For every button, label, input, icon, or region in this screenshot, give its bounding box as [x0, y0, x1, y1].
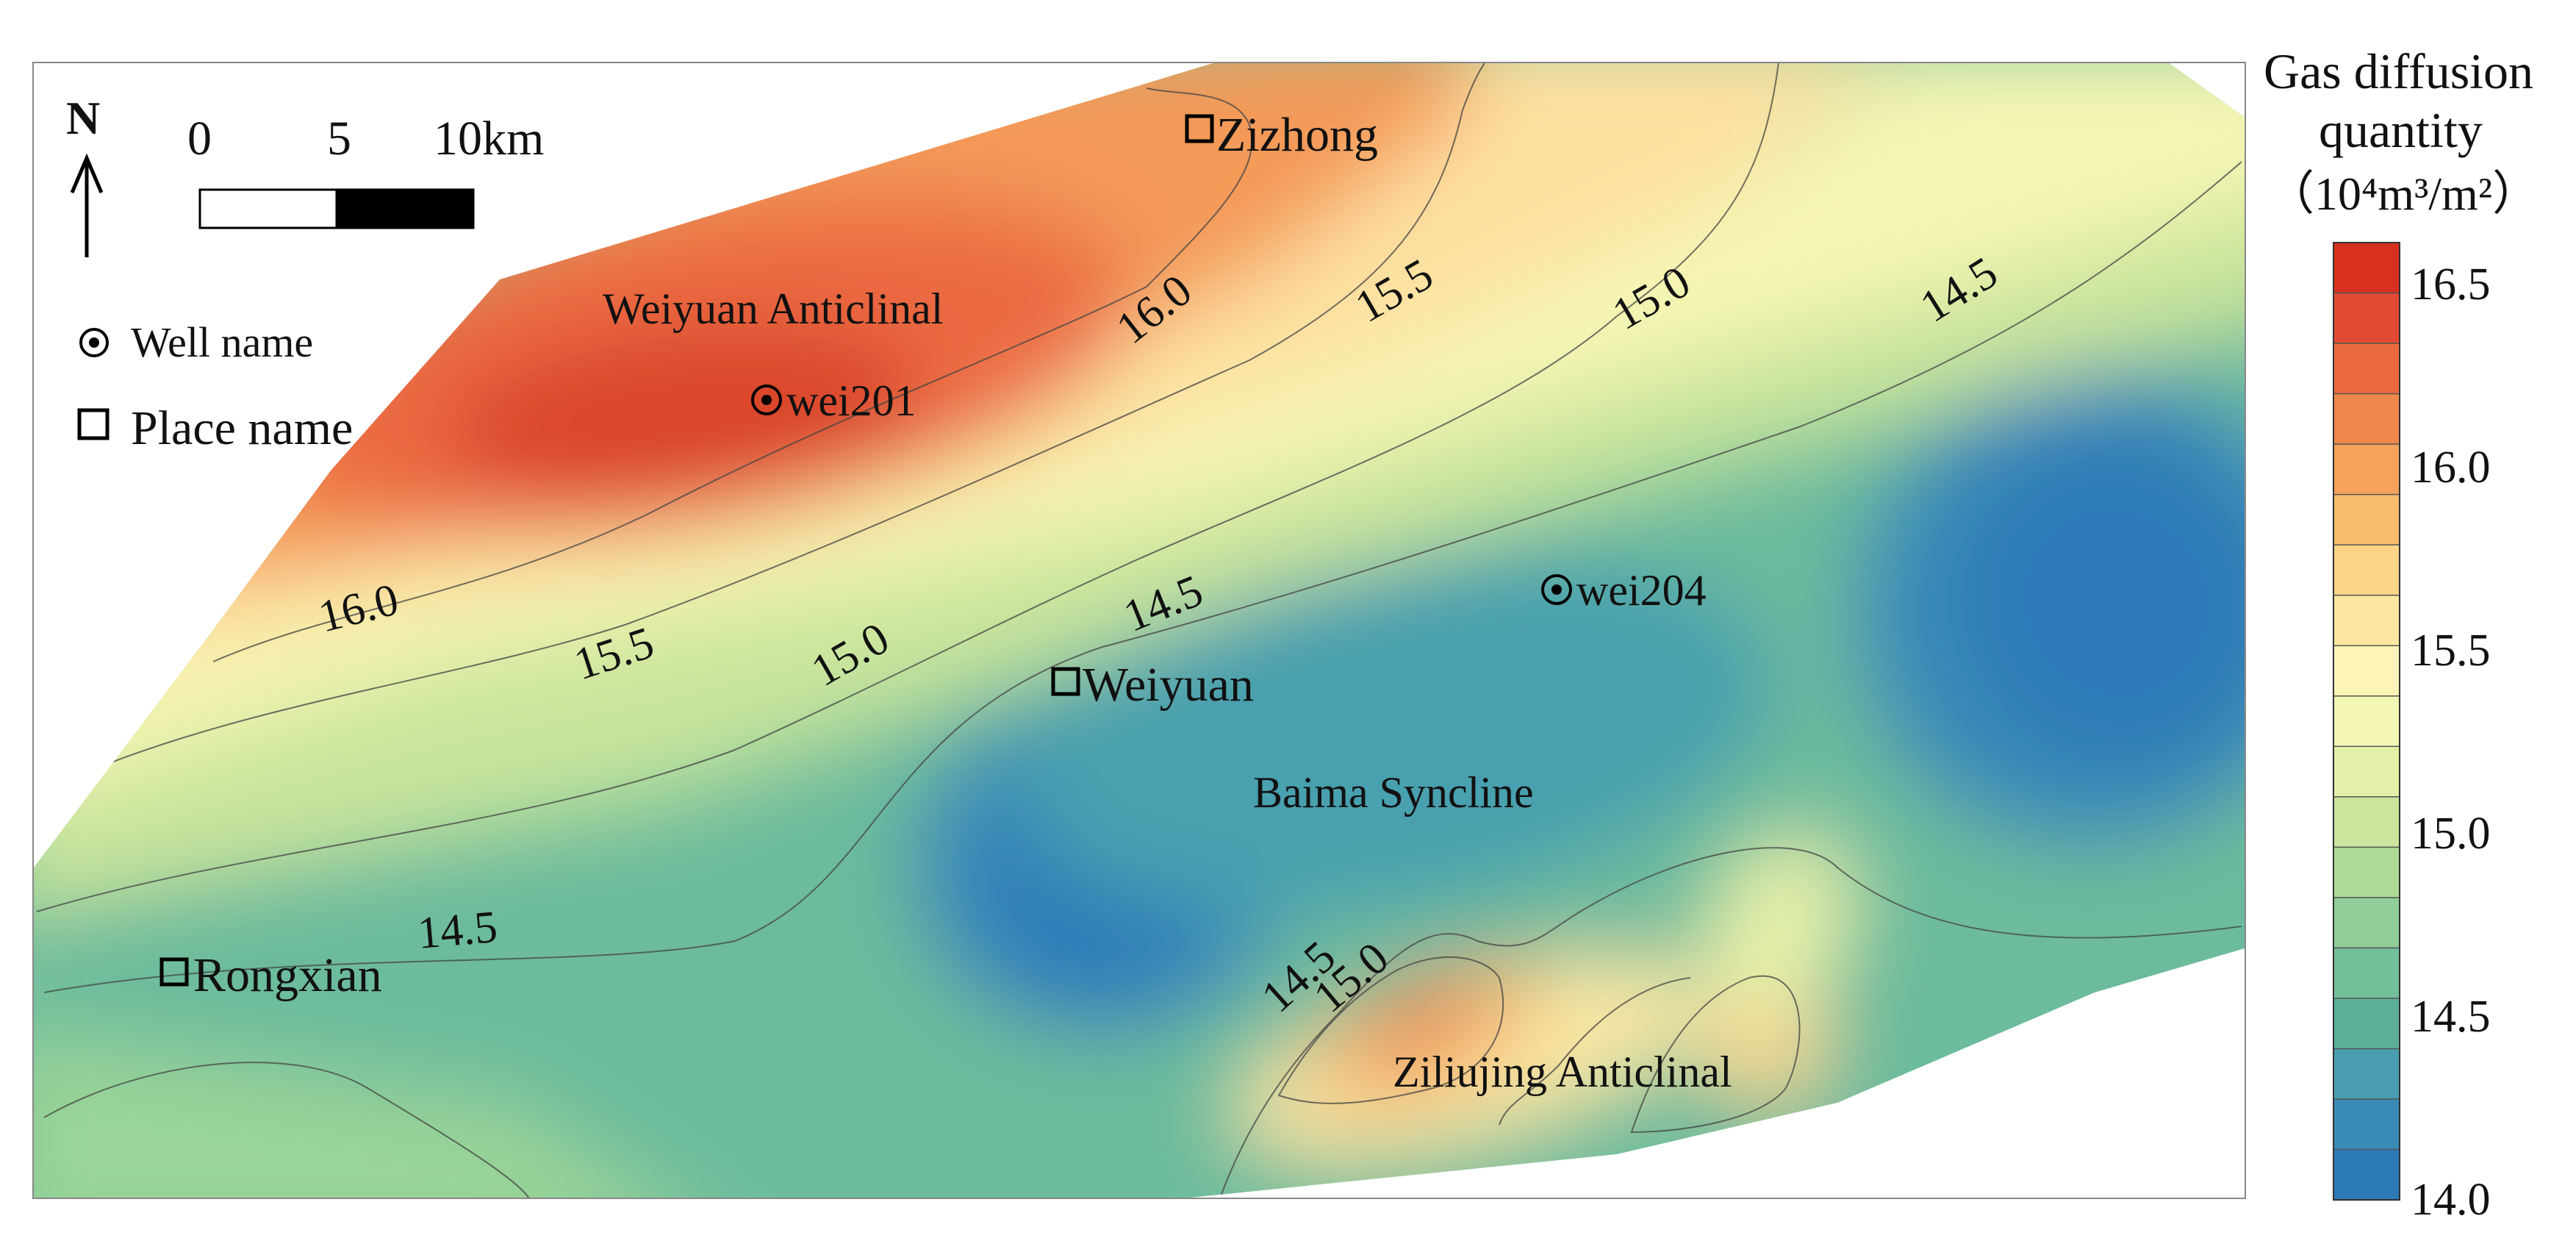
place-label: Weiyuan	[1083, 658, 1254, 712]
scale-label: 5	[327, 112, 351, 165]
well-wei201[interactable]: wei201	[751, 376, 916, 425]
north-label: N	[66, 92, 100, 144]
nodata-mask-se	[1191, 948, 2245, 1198]
structure-label-baima-syncline: Baima Syncline	[1253, 768, 1534, 817]
place-square-icon	[1185, 114, 1214, 143]
place-label: Rongxian	[193, 948, 382, 1002]
well-wei204[interactable]: wei204	[1541, 566, 1707, 615]
colorbar-cell	[2333, 594, 2400, 647]
colorbar-title-line1: Gas diffusion	[2264, 43, 2533, 99]
colorbar-cell	[2333, 443, 2400, 496]
place-square-icon	[1051, 667, 1080, 696]
place-label: Zizhong	[1216, 108, 1378, 162]
colorbar-cell	[2333, 1048, 2400, 1101]
colorbar-tick-label: 15.5	[2411, 626, 2491, 676]
north-arrow: N	[66, 92, 104, 257]
colorbar-tick-label: 16.0	[2411, 443, 2491, 493]
colorbar-tick-label: 15.0	[2411, 809, 2491, 859]
well-label: wei201	[786, 376, 916, 425]
nodata-mask-nw	[34, 63, 1213, 868]
legend-well-label: Well name	[131, 318, 313, 366]
colorbar-cell	[2333, 393, 2400, 446]
structure-label-weiyuan-anticlinal: Weiyuan Anticlinal	[603, 285, 943, 333]
well-icon	[1541, 574, 1572, 605]
colorbar-cell	[2333, 846, 2400, 899]
colorbar-tick-label: 16.5	[2411, 260, 2491, 310]
contour-lines	[36, 62, 2242, 1199]
colorbar-cell	[2333, 695, 2400, 748]
colorbar-cell	[2333, 1098, 2400, 1151]
scale-label: 0	[187, 112, 212, 165]
scale-bar: 0 5 10km	[187, 112, 544, 229]
colorbar: Gas diffusion quantity （10⁴m³/m²） 16.516…	[2264, 43, 2539, 1225]
well-label: wei204	[1576, 566, 1707, 615]
symbol-legend: Well name Place name	[77, 318, 353, 455]
well-legend-icon	[79, 328, 109, 357]
place-square-icon	[159, 957, 189, 987]
colorbar-cell	[2333, 745, 2400, 798]
colorbar-cell	[2333, 493, 2400, 546]
scale-segment-black	[335, 188, 475, 229]
scale-label: 10km	[434, 112, 544, 165]
colorbar-cell	[2333, 645, 2400, 697]
colorbar-cell	[2333, 544, 2400, 596]
legend-place-label: Place name	[131, 401, 353, 455]
scale-segment-white	[198, 188, 338, 229]
colorbar-cell	[2333, 796, 2400, 848]
place-weiyuan[interactable]: Weiyuan	[1051, 658, 1254, 712]
colorbar-cells	[2333, 242, 2400, 1201]
colorbar-cell	[2333, 242, 2400, 294]
colorbar-cell	[2333, 343, 2400, 395]
colorbar-ticks: 16.5 16.0 15.5 15.0 14.5 14.0	[2411, 260, 2491, 1225]
colorbar-cell	[2333, 897, 2400, 949]
structure-label-ziliujing-anticlinal: Ziliujing Anticlinal	[1393, 1048, 1732, 1096]
place-rongxian[interactable]: Rongxian	[159, 948, 382, 1002]
colorbar-cell	[2333, 292, 2400, 345]
colorbar-cell	[2333, 1148, 2400, 1201]
colorbar-cell	[2333, 947, 2400, 1000]
colorbar-title-line2: quantity	[2319, 102, 2483, 158]
colorbar-title-line3: （10⁴m³/m²）	[2267, 168, 2539, 220]
well-icon	[751, 384, 782, 415]
place-zizhong[interactable]: Zizhong	[1185, 108, 1378, 162]
colorbar-cell	[2333, 998, 2400, 1050]
contour-label: 14.5	[415, 902, 499, 959]
colorbar-tick-label: 14.0	[2411, 1175, 2491, 1225]
colorbar-tick-label: 14.5	[2411, 992, 2491, 1042]
colorbar-outline	[2333, 242, 2400, 1201]
place-legend-icon	[77, 408, 110, 440]
